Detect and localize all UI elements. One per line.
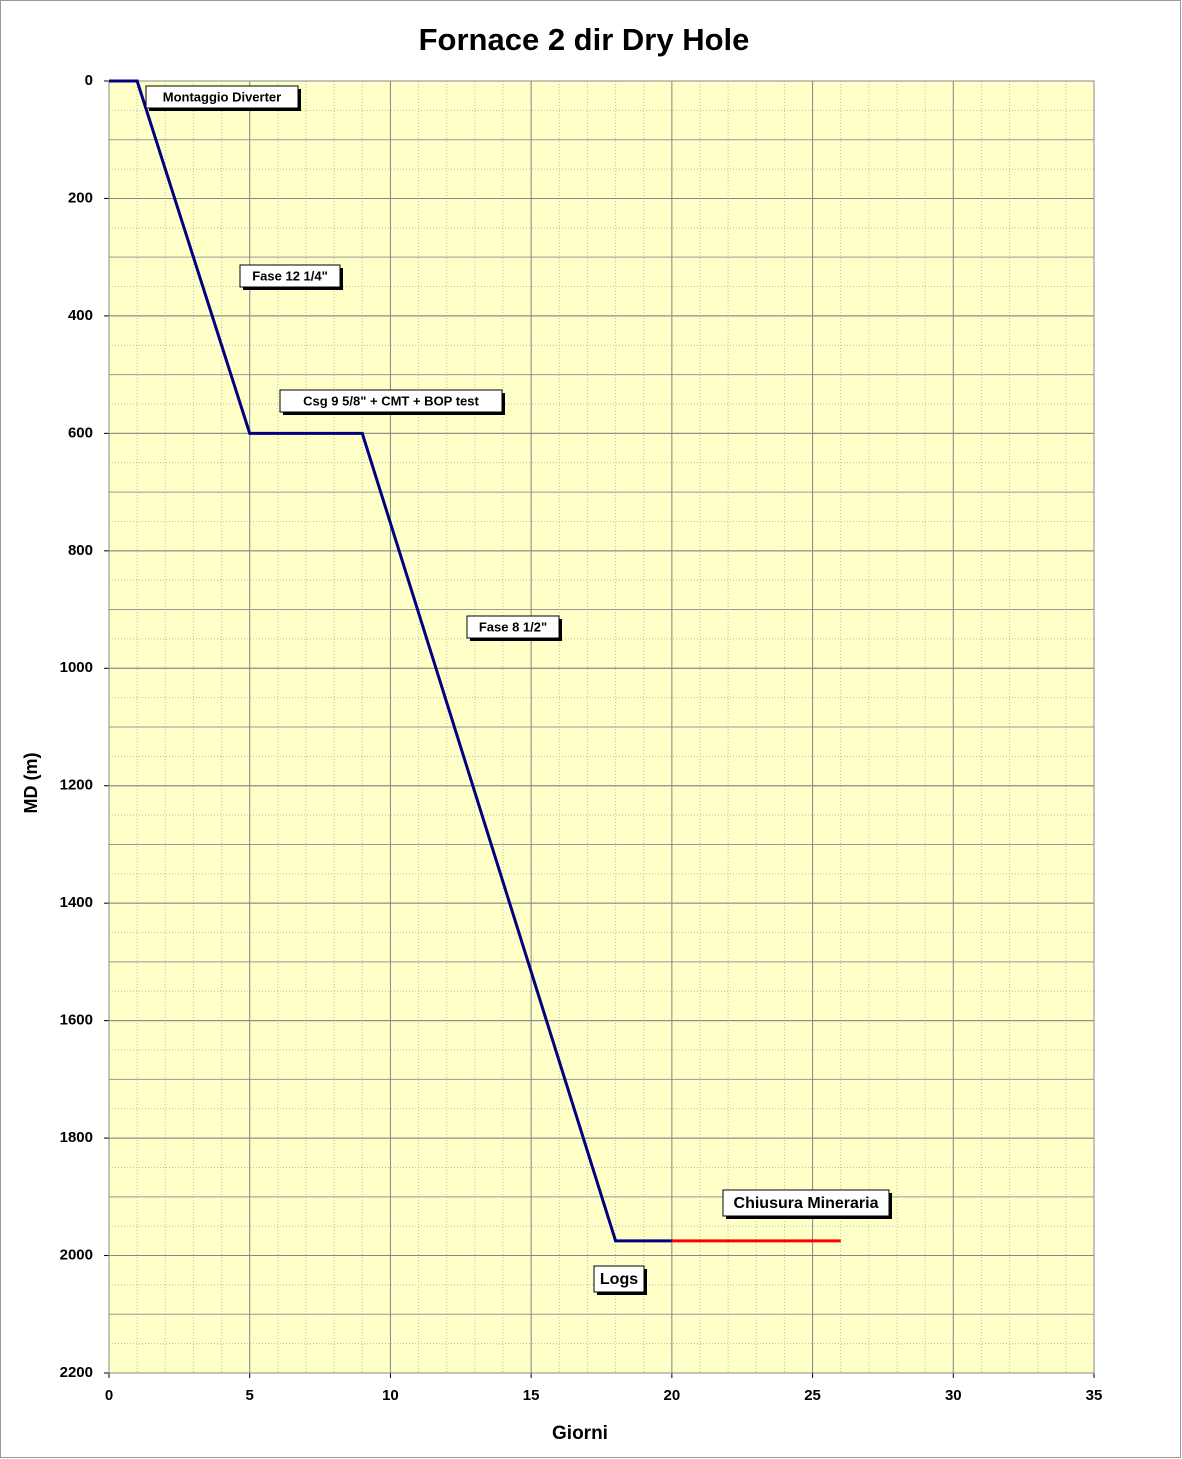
x-tick-label: 30 bbox=[945, 1387, 962, 1404]
annotation-text: Fase 12 1/4" bbox=[252, 268, 328, 283]
chart-title: Fornace 2 dir Dry Hole bbox=[419, 22, 750, 57]
y-tick-label: 1000 bbox=[60, 659, 93, 676]
y-tick-label: 600 bbox=[68, 424, 93, 441]
annotation: Logs bbox=[593, 1265, 647, 1295]
y-tick-label: 2200 bbox=[60, 1364, 93, 1381]
y-tick-label: 1600 bbox=[60, 1012, 93, 1029]
y-tick-label: 1800 bbox=[60, 1129, 93, 1146]
y-tick-label: 2000 bbox=[60, 1247, 93, 1264]
x-tick-label: 25 bbox=[804, 1387, 821, 1404]
annotation-box bbox=[279, 389, 503, 413]
y-tick-label: 0 bbox=[85, 72, 93, 89]
y-tick-label: 1400 bbox=[60, 894, 93, 911]
annotation-box bbox=[722, 1189, 890, 1217]
annotation-box bbox=[593, 1265, 645, 1293]
annotation-box bbox=[145, 85, 299, 109]
annotation-box bbox=[466, 615, 560, 639]
y-tick-label: 1200 bbox=[60, 777, 93, 794]
annotation: Chiusura Mineraria bbox=[722, 1189, 892, 1219]
annotation: Montaggio Diverter bbox=[145, 85, 301, 111]
annotation: Fase 8 1/2" bbox=[466, 615, 562, 641]
y-axis-label: MD (m) bbox=[21, 753, 41, 814]
x-tick-label: 35 bbox=[1086, 1387, 1103, 1404]
y-tick-label: 400 bbox=[68, 307, 93, 324]
annotation-text: Chiusura Mineraria bbox=[734, 1195, 879, 1212]
y-tick-label: 200 bbox=[68, 189, 93, 206]
annotation-text: Csg 9 5/8" + CMT + BOP test bbox=[303, 393, 479, 408]
x-tick-label: 15 bbox=[523, 1387, 540, 1404]
plot-border bbox=[108, 80, 1095, 1374]
annotation-text: Logs bbox=[600, 1271, 638, 1288]
x-tick-label: 0 bbox=[105, 1387, 113, 1404]
x-tick-label: 5 bbox=[246, 1387, 254, 1404]
annotation-text: Fase 8 1/2" bbox=[479, 619, 547, 634]
x-axis-label: Giorni bbox=[552, 1423, 608, 1444]
annotation: Csg 9 5/8" + CMT + BOP test bbox=[279, 389, 505, 415]
annotation-box bbox=[239, 264, 341, 288]
annotation-text: Montaggio Diverter bbox=[163, 89, 281, 104]
data-line bbox=[109, 79, 672, 1243]
x-tick-label: 10 bbox=[382, 1387, 399, 1404]
x-tick-label: 20 bbox=[664, 1387, 681, 1404]
annotation: Fase 12 1/4" bbox=[239, 264, 343, 290]
y-tick-label: 800 bbox=[68, 542, 93, 559]
